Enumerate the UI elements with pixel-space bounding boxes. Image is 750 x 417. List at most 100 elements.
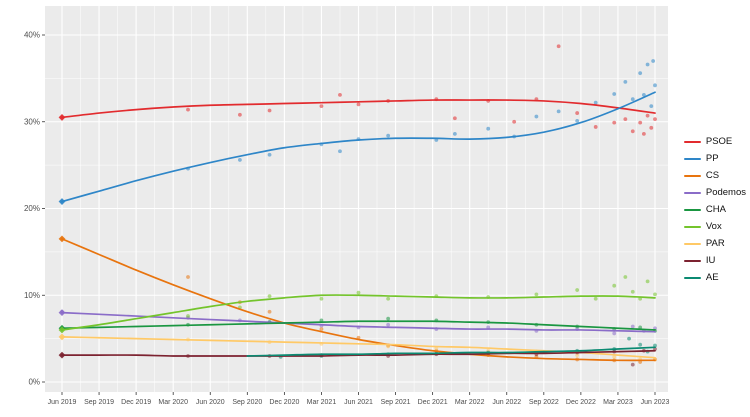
poll-point — [630, 362, 635, 367]
x-tick-label: Sep 2021 — [381, 399, 411, 406]
legend-swatch-icon — [683, 277, 701, 279]
poll-point — [319, 104, 324, 109]
poll-point — [649, 125, 654, 130]
legend-label: IU — [705, 255, 716, 266]
election-result-marker — [58, 333, 66, 341]
poll-point — [638, 325, 643, 330]
election-result-marker — [58, 351, 66, 359]
poll-point — [452, 116, 457, 121]
poll-point — [512, 119, 517, 124]
legend-swatch-icon — [683, 192, 701, 194]
legend-item-PSOE: PSOE — [683, 136, 746, 148]
poll-point — [267, 108, 272, 113]
poll-point — [612, 92, 617, 96]
legend-swatch-icon — [683, 260, 701, 262]
poll-point — [319, 327, 324, 331]
x-tick-label: Jun 2019 — [48, 399, 77, 406]
poll-point — [534, 292, 539, 297]
poll-point — [651, 59, 656, 63]
poll-point — [653, 117, 657, 122]
legend-item-CHA: CHA — [683, 204, 746, 216]
legend-label: PP — [705, 153, 719, 164]
poll-point — [186, 314, 190, 318]
legend-item-Vox: Vox — [683, 221, 746, 233]
trend-line-CHA — [61, 320, 656, 331]
poll-point — [612, 331, 617, 336]
x-tick-label: Mar 2022 — [455, 399, 485, 406]
legend-item-Podemos: Podemos — [683, 187, 746, 199]
poll-point — [653, 83, 657, 88]
election-result-marker — [58, 326, 66, 334]
poll-point — [238, 158, 242, 162]
poll-point — [386, 296, 391, 301]
x-tick-label: Dec 2019 — [121, 399, 151, 406]
y-tick-label: 20% — [24, 204, 40, 213]
legend-label: CS — [705, 170, 720, 181]
legend-item-PAR: PAR — [683, 238, 746, 250]
poll-point — [575, 353, 580, 358]
poll-point — [386, 316, 391, 321]
poll-point — [386, 344, 391, 349]
poll-point — [630, 97, 635, 102]
trend-line-PP — [61, 91, 656, 203]
poll-point — [356, 102, 361, 107]
x-tick-label: Sep 2019 — [84, 399, 114, 406]
x-tick-label: Jun 2020 — [196, 399, 225, 406]
legend-swatch-icon — [683, 243, 701, 245]
election-result-marker — [58, 114, 66, 121]
election-result-marker — [58, 198, 66, 205]
legend-swatch-icon — [683, 141, 701, 143]
poll-point — [612, 354, 617, 359]
legend-swatch-icon — [683, 158, 701, 160]
poll-point — [356, 290, 361, 295]
poll-point — [556, 44, 561, 49]
poll-point — [638, 120, 643, 125]
poll-point — [386, 322, 391, 327]
plot-panel — [45, 6, 668, 392]
election-result-marker — [58, 235, 66, 243]
x-tick-label: Jun 2023 — [641, 399, 670, 406]
poll-point — [186, 107, 190, 112]
poll-point — [593, 125, 598, 129]
poll-point — [627, 336, 631, 341]
x-tick-label: Jun 2021 — [344, 399, 373, 406]
legend-item-IU: IU — [683, 255, 746, 267]
poll-point — [630, 129, 635, 134]
y-tick-label: 40% — [24, 31, 40, 40]
poll-point — [575, 118, 580, 123]
poll-point — [630, 289, 635, 294]
poll-point — [645, 113, 650, 118]
x-tick-label: Jun 2022 — [492, 399, 521, 406]
poll-point — [593, 100, 598, 105]
x-tick-label: Dec 2022 — [566, 399, 596, 406]
legend-label: PSOE — [705, 136, 733, 147]
poll-point — [267, 294, 272, 299]
poll-point — [575, 111, 580, 115]
poll-point — [630, 324, 635, 329]
poll-point — [267, 309, 272, 314]
legend-swatch-icon — [683, 175, 701, 177]
poll-point — [534, 114, 539, 119]
x-tick-label: Dec 2020 — [269, 399, 299, 406]
legend-label: PAR — [705, 238, 725, 249]
legend-swatch-icon — [683, 226, 701, 228]
legend-item-AE: AE — [683, 272, 746, 284]
trend-line-Podemos — [61, 311, 656, 333]
x-tick-label: Mar 2021 — [307, 399, 337, 406]
poll-point — [653, 292, 657, 297]
poll-point — [338, 92, 342, 97]
poll-point — [186, 275, 190, 279]
legend-label: CHA — [705, 204, 726, 215]
trend-line-IU — [61, 349, 656, 357]
poll-point — [452, 131, 457, 136]
legend-label: Vox — [705, 221, 722, 232]
poll-point — [386, 133, 391, 138]
legend-label: Podemos — [705, 187, 746, 198]
poll-point — [641, 92, 646, 97]
scatter-PP — [60, 59, 657, 204]
poll-point — [593, 296, 598, 301]
x-tick-label: Sep 2022 — [529, 399, 559, 406]
poll-point — [641, 131, 646, 136]
poll-point — [556, 109, 561, 114]
